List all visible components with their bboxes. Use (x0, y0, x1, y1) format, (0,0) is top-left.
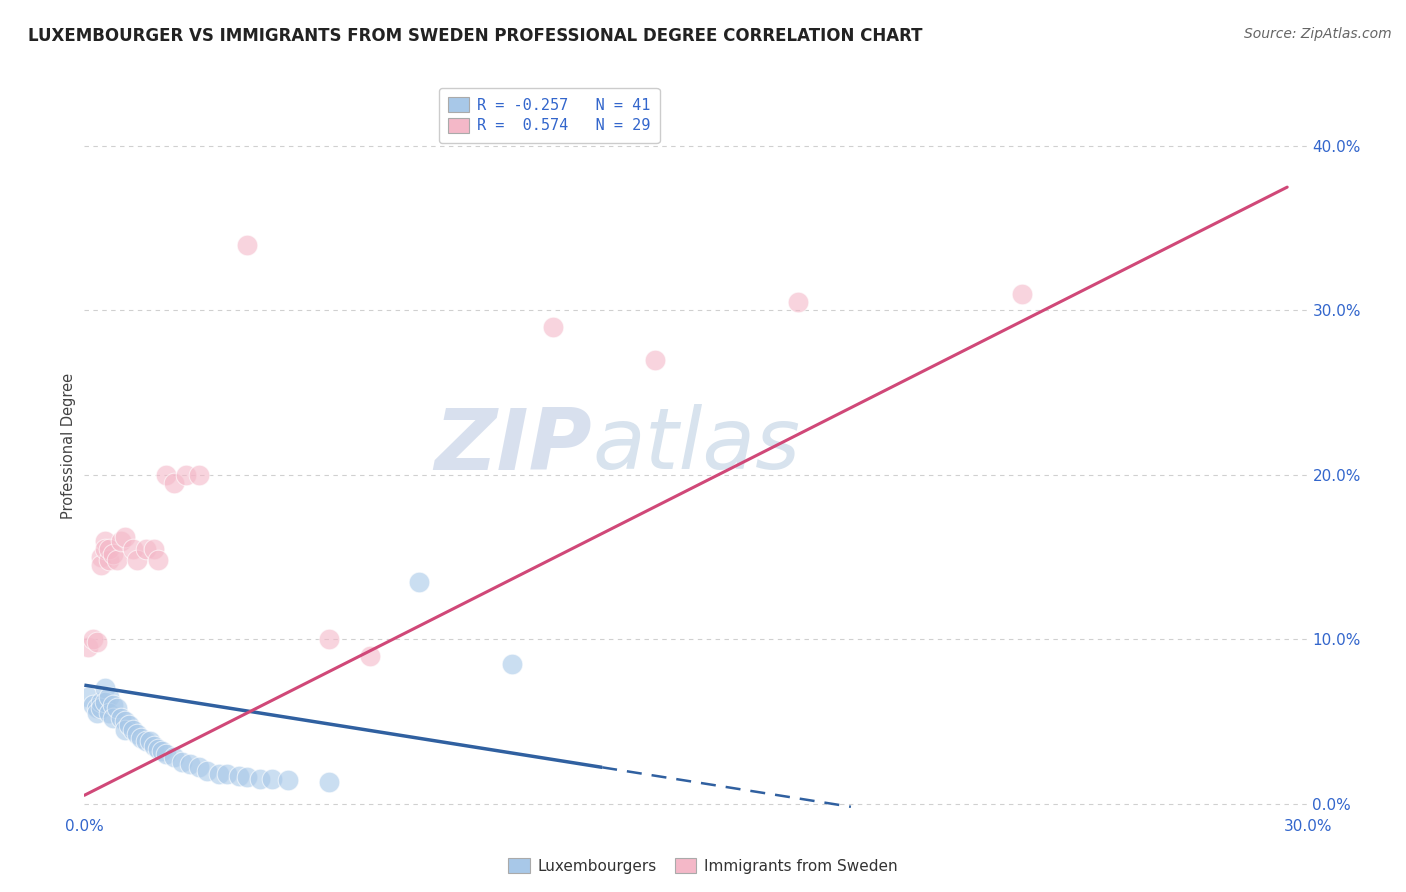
Point (101, 711, 124, 725)
Point (114, 530, 136, 544)
Point (146, 742, 169, 756)
Point (105, 701, 128, 715)
Point (187, 760, 209, 774)
Point (77, 640, 100, 655)
Point (155, 747, 177, 762)
Point (110, 533, 132, 548)
Point (86, 706, 108, 720)
Point (93, 541, 117, 556)
Text: ZIP: ZIP (434, 404, 592, 488)
Point (318, 775, 340, 789)
Point (135, 541, 157, 556)
Legend: R = -0.257   N = 41, R =  0.574   N = 29: R = -0.257 N = 41, R = 0.574 N = 29 (439, 88, 659, 143)
Point (97, 706, 120, 720)
Point (150, 744, 173, 758)
Point (97, 690, 120, 704)
Point (93, 533, 117, 548)
Point (101, 698, 124, 712)
Point (249, 772, 271, 786)
Point (110, 711, 132, 725)
Point (408, 574, 430, 589)
Point (146, 553, 169, 567)
Point (77, 690, 100, 704)
Point (93, 681, 117, 696)
Point (127, 553, 149, 567)
Point (90, 701, 112, 715)
Point (163, 750, 186, 764)
Text: LUXEMBOURGER VS IMMIGRANTS FROM SWEDEN PROFESSIONAL DEGREE CORRELATION CHART: LUXEMBOURGER VS IMMIGRANTS FROM SWEDEN P… (28, 27, 922, 45)
Point (93, 695, 117, 709)
Point (105, 553, 128, 567)
Y-axis label: Professional Degree: Professional Degree (60, 373, 76, 519)
Point (90, 549, 112, 564)
Point (208, 767, 231, 781)
Point (82, 698, 104, 712)
Point (90, 695, 112, 709)
Text: atlas: atlas (592, 404, 800, 488)
Point (787, 295, 810, 310)
Point (1011, 287, 1033, 301)
Point (131, 731, 153, 745)
Point (195, 764, 218, 778)
Point (86, 701, 108, 715)
Point (179, 757, 201, 772)
Point (318, 632, 340, 647)
Point (142, 739, 165, 753)
Legend: Luxembourgers, Immigrants from Sweden: Luxembourgers, Immigrants from Sweden (502, 852, 904, 880)
Text: Source: ZipAtlas.com: Source: ZipAtlas.com (1244, 27, 1392, 41)
Point (502, 657, 524, 671)
Point (277, 773, 299, 788)
Point (543, 319, 565, 334)
Point (122, 541, 145, 556)
Point (260, 772, 283, 786)
Point (127, 727, 149, 741)
Point (155, 467, 177, 482)
Point (187, 467, 209, 482)
Point (236, 237, 259, 252)
Point (217, 767, 239, 781)
Point (644, 352, 666, 367)
Point (118, 717, 141, 731)
Point (82, 632, 104, 647)
Point (228, 768, 250, 782)
Point (114, 714, 136, 729)
Point (101, 547, 124, 561)
Point (97, 553, 120, 567)
Point (142, 541, 165, 556)
Point (122, 723, 145, 737)
Point (114, 723, 136, 737)
Point (172, 756, 194, 770)
Point (86, 635, 108, 649)
Point (359, 648, 381, 663)
Point (163, 475, 186, 490)
Point (135, 734, 157, 748)
Point (236, 770, 259, 784)
Point (90, 558, 112, 573)
Point (97, 541, 120, 556)
Point (176, 467, 198, 482)
Point (138, 734, 160, 748)
